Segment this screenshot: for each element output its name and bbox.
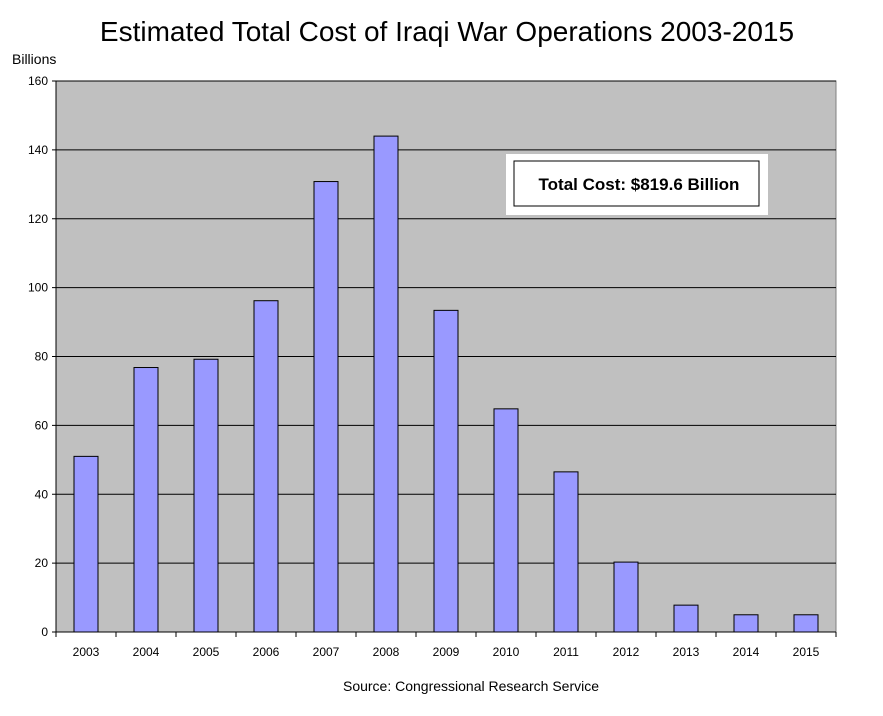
y-axis-label: Billions xyxy=(12,51,56,67)
bar xyxy=(253,300,279,633)
bar xyxy=(613,561,639,633)
bar xyxy=(733,614,759,633)
annotation-frame xyxy=(513,160,760,207)
x-tick-labels: 2003 2004 2005 2006 2007 2008 2009 2010 2011 2012… xyxy=(73,645,820,659)
y-tick-label: 40 xyxy=(35,487,49,501)
x-tick-label: 2003 xyxy=(73,645,100,659)
gridlines xyxy=(56,80,836,564)
bar xyxy=(553,471,579,633)
x-tick-label: 2015 xyxy=(793,645,820,659)
y-tick-label: 140 xyxy=(28,143,48,157)
annotation-box: Total Cost: $819.6 Billion xyxy=(506,154,768,215)
bar xyxy=(313,181,339,633)
bar xyxy=(793,614,819,633)
bar xyxy=(373,135,399,633)
bars xyxy=(73,135,819,633)
x-tick-label: 2014 xyxy=(733,645,760,659)
y-tick-label: 160 xyxy=(28,74,48,88)
x-tick-label: 2005 xyxy=(193,645,220,659)
axes xyxy=(52,80,837,637)
x-tick-label: 2011 xyxy=(553,645,579,659)
bar xyxy=(433,309,459,633)
source-note: Source: Congressional Research Service xyxy=(343,678,599,694)
y-tick-labels: 0 20 40 60 80 100 120 140 160 xyxy=(28,74,48,639)
x-tick-label: 2009 xyxy=(433,645,460,659)
y-tick-label: 120 xyxy=(28,212,48,226)
x-tick-label: 2004 xyxy=(133,645,160,659)
x-tick-label: 2013 xyxy=(673,645,700,659)
bar xyxy=(73,455,99,633)
bar xyxy=(673,604,699,633)
bar xyxy=(133,367,159,633)
x-tick-label: 2007 xyxy=(313,645,340,659)
y-tick-label: 20 xyxy=(35,556,49,570)
bar xyxy=(193,358,219,633)
chart-title: Estimated Total Cost of Iraqi War Operat… xyxy=(100,16,794,47)
y-tick-label: 0 xyxy=(41,625,48,639)
y-tick-label: 60 xyxy=(35,418,49,432)
y-tick-label: 80 xyxy=(35,350,49,364)
annotation-text: Total Cost: $819.6 Billion xyxy=(539,175,740,194)
x-tick-label: 2010 xyxy=(493,645,520,659)
x-tick-label: 2012 xyxy=(613,645,640,659)
x-tick-label: 2006 xyxy=(253,645,280,659)
bar xyxy=(493,408,519,633)
x-tick-label: 2008 xyxy=(373,645,400,659)
y-tick-label: 100 xyxy=(28,281,48,295)
